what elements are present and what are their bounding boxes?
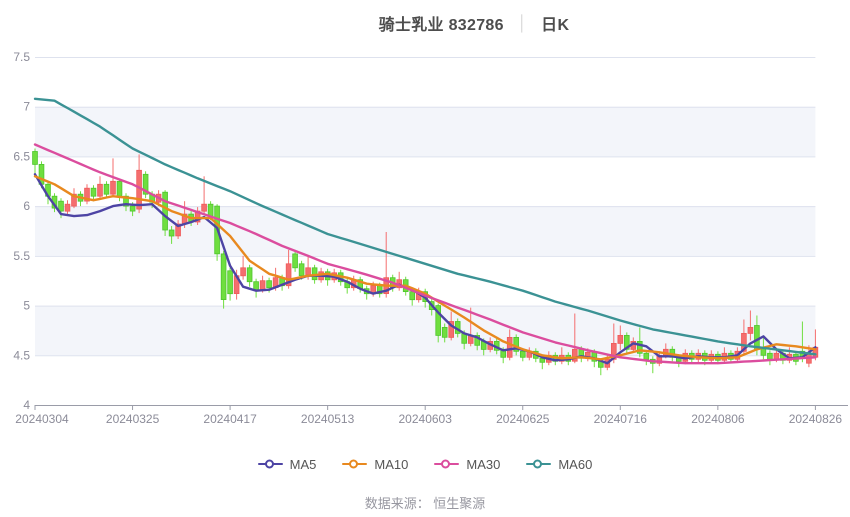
y-axis-label: 6.5 bbox=[13, 149, 30, 163]
x-axis-label: 20240304 bbox=[15, 412, 69, 426]
legend-label: MA5 bbox=[289, 456, 317, 472]
ma5-marker-icon bbox=[257, 459, 283, 469]
x-axis-label: 20240325 bbox=[106, 412, 160, 426]
kline-period-label: 日K bbox=[541, 17, 570, 34]
x-axis-label: 20240603 bbox=[399, 412, 453, 426]
y-axis-label: 4.5 bbox=[13, 348, 30, 362]
x-axis-label: 20240625 bbox=[496, 412, 550, 426]
legend-label: MA60 bbox=[558, 456, 593, 472]
background-bands bbox=[35, 106, 816, 356]
y-axis-label: 4 bbox=[23, 398, 30, 412]
ma30-line bbox=[33, 143, 817, 365]
legend: MA5 MA10 MA30 MA60 bbox=[0, 455, 850, 473]
chart-title: 骑士乳业 832786 │ 日K bbox=[0, 11, 850, 35]
x-axis-label: 20240417 bbox=[203, 412, 257, 426]
candlesticks bbox=[32, 148, 819, 376]
title-separator: │ bbox=[517, 14, 528, 32]
ma30-marker-icon bbox=[434, 459, 460, 469]
ma60-marker-icon bbox=[526, 459, 552, 469]
legend-item-ma60[interactable]: MA60 bbox=[526, 455, 592, 473]
legend-item-ma10[interactable]: MA10 bbox=[342, 455, 408, 473]
ma5-line bbox=[33, 173, 817, 365]
y-axis-label: 7 bbox=[23, 100, 30, 114]
y-axis: 7.5 7 6.5 6 5.5 5 4.5 4 bbox=[13, 50, 30, 412]
data-source-label: 数据来源： 恒生聚源 bbox=[364, 496, 486, 511]
y-axis-label: 5 bbox=[23, 299, 30, 313]
legend-item-ma30[interactable]: MA30 bbox=[434, 455, 500, 473]
x-axis-label: 20240716 bbox=[594, 412, 648, 426]
ma10-line bbox=[33, 175, 817, 361]
x-axis-label: 20240826 bbox=[789, 412, 843, 426]
x-axis-label: 20240513 bbox=[301, 412, 355, 426]
legend-item-ma5[interactable]: MA5 bbox=[257, 455, 317, 473]
y-axis-label: 6 bbox=[23, 199, 30, 213]
ma10-marker-icon bbox=[342, 459, 368, 469]
x-axis: 20240304 20240325 20240417 20240513 20240603… bbox=[15, 405, 848, 426]
gridlines bbox=[35, 57, 816, 357]
legend-label: MA10 bbox=[374, 456, 409, 472]
y-axis-label: 7.5 bbox=[13, 50, 30, 64]
y-axis-label: 5.5 bbox=[13, 249, 30, 263]
x-axis-label: 20240806 bbox=[691, 412, 745, 426]
candlestick-plot: 20240304 20240325 20240417 20240513 20240603… bbox=[13, 50, 848, 426]
ma60-line bbox=[33, 97, 817, 356]
stock-name-code: 骑士乳业 832786 bbox=[378, 17, 504, 34]
legend-label: MA30 bbox=[466, 456, 501, 472]
